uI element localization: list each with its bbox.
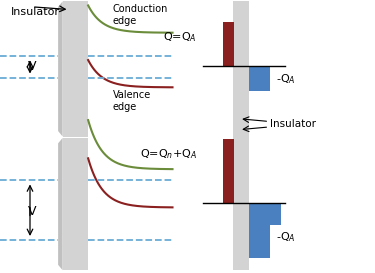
Text: V: V <box>28 205 36 218</box>
Text: Insulator: Insulator <box>11 7 60 17</box>
FancyBboxPatch shape <box>232 1 249 270</box>
Text: -Q$_A$: -Q$_A$ <box>276 72 295 86</box>
Text: Valence
edge: Valence edge <box>112 90 151 112</box>
Text: Insulator: Insulator <box>270 119 316 129</box>
FancyBboxPatch shape <box>249 203 270 258</box>
Polygon shape <box>63 1 88 136</box>
FancyBboxPatch shape <box>249 66 270 91</box>
Text: -Q$_A$: -Q$_A$ <box>276 231 295 244</box>
Polygon shape <box>63 138 88 270</box>
Text: Q=Q$_A$: Q=Q$_A$ <box>163 30 197 44</box>
FancyBboxPatch shape <box>223 22 234 66</box>
Text: V: V <box>28 60 36 73</box>
FancyBboxPatch shape <box>223 139 234 203</box>
Text: Q=Q$_n$+Q$_A$: Q=Q$_n$+Q$_A$ <box>140 147 197 161</box>
Polygon shape <box>58 1 63 136</box>
Polygon shape <box>58 138 63 270</box>
Text: Conduction
edge: Conduction edge <box>112 4 168 26</box>
FancyBboxPatch shape <box>249 203 281 225</box>
